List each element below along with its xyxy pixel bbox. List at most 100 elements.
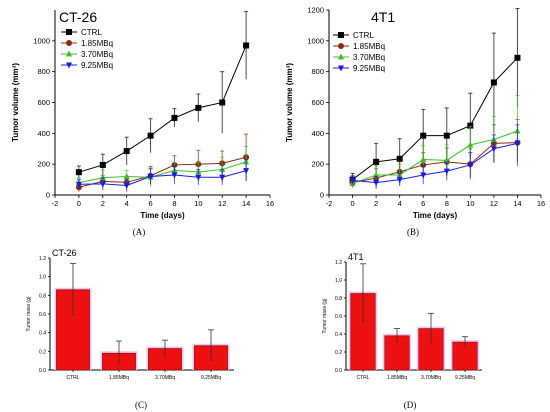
y-tick-label: 1.0 xyxy=(39,275,46,281)
legend-marker xyxy=(338,43,344,49)
x-tick-label: 14 xyxy=(513,199,521,208)
data-point xyxy=(514,140,521,147)
data-point xyxy=(123,173,130,179)
chart-title: CT-26 xyxy=(52,248,77,258)
panel-b-line-chart: -2 0 2 4 6 8 10 12 14 16020040060080010001200Time… xyxy=(285,6,545,221)
data-point xyxy=(373,158,380,165)
data-point xyxy=(75,181,82,188)
data-point xyxy=(219,99,226,106)
chart-title: 4T1 xyxy=(348,252,364,262)
data-point xyxy=(243,42,250,49)
data-point xyxy=(243,168,250,175)
x-tick-label: 1.85MBq xyxy=(109,375,129,381)
x-tick-label: CTRL xyxy=(356,375,369,381)
series-line xyxy=(78,161,247,184)
panel-label-c: (C) xyxy=(135,400,147,410)
series-line xyxy=(352,142,518,184)
legend-marker xyxy=(66,62,72,69)
data-point xyxy=(349,177,356,184)
x-tick-label: 2 xyxy=(101,199,105,208)
y-tick-label: 0.2 xyxy=(39,349,46,355)
panel-label-b: (B) xyxy=(407,227,419,237)
data-point xyxy=(219,174,226,181)
y-tick-label: 1.2 xyxy=(39,256,46,262)
y-tick-label: 600 xyxy=(37,98,50,107)
y-axis-label: Tumor mass (g) xyxy=(26,296,32,331)
x-tick-label: 16 xyxy=(537,199,545,208)
chart-title: 4T1 xyxy=(371,9,395,25)
y-tick-label: 200 xyxy=(37,160,50,169)
y-tick-label: 400 xyxy=(37,129,50,138)
series-line xyxy=(78,156,247,188)
legend-label: 3.70MBq xyxy=(81,50,113,59)
legend-marker xyxy=(338,32,344,38)
data-point xyxy=(195,104,202,111)
data-point xyxy=(467,162,474,169)
data-point xyxy=(467,122,474,129)
y-tick-label: 0 xyxy=(320,191,324,200)
data-point xyxy=(99,161,106,168)
y-tick-label: 0.4 xyxy=(335,332,342,338)
x-tick-label: 8 xyxy=(445,199,449,208)
x-tick-label: 6 xyxy=(148,199,152,208)
data-point xyxy=(75,169,82,176)
x-tick-label: 2 xyxy=(374,199,378,208)
data-point xyxy=(420,132,427,139)
y-axis-label: Tumor volume (mm³) xyxy=(285,63,294,142)
y-tick-label: 1000 xyxy=(307,36,324,45)
x-tick-label: 9.25MBq xyxy=(201,375,221,381)
panel-d-bar-chart: 0.0 0.2 0.4 0.6 0.8 1.0 1.2 Tumor mass (g) 4T1 CT… xyxy=(322,252,482,381)
y-tick-label: 1000 xyxy=(33,36,50,45)
data-point xyxy=(420,156,427,163)
data-point xyxy=(123,182,130,189)
y-tick-label: 0.0 xyxy=(39,368,46,374)
data-point xyxy=(147,132,154,139)
data-point xyxy=(443,156,450,163)
legend-marker xyxy=(338,53,344,60)
series-line xyxy=(352,57,518,180)
y-tick-label: 0.2 xyxy=(335,350,342,356)
x-tick-label: 10 xyxy=(466,199,474,208)
y-tick-label: 0.8 xyxy=(335,296,342,302)
legend-marker xyxy=(66,40,72,46)
x-tick-label: 9.25MBq xyxy=(455,375,475,381)
x-tick-label: 8 xyxy=(172,199,176,208)
y-tick-label: 0.6 xyxy=(39,312,46,318)
x-tick-label: -2 xyxy=(52,199,59,208)
data-point xyxy=(171,114,178,121)
data-point xyxy=(396,177,403,184)
y-tick-label: 600 xyxy=(311,98,324,107)
legend-marker xyxy=(66,29,72,35)
data-point xyxy=(443,168,450,175)
chart-title: CT-26 xyxy=(59,9,97,25)
y-axis-label: Tumor volume (mm³) xyxy=(11,63,20,142)
y-tick-label: 0.8 xyxy=(39,293,46,299)
series-line xyxy=(352,142,518,184)
data-point xyxy=(443,132,450,139)
x-tick-label: CTRL xyxy=(66,375,79,381)
x-tick-label: 12 xyxy=(490,199,498,208)
data-point xyxy=(99,181,106,188)
x-tick-label: 3.70MBq xyxy=(421,375,441,381)
legend-marker xyxy=(338,65,344,72)
x-tick-label: 16 xyxy=(266,199,274,208)
data-point xyxy=(373,171,380,178)
x-tick-label: 1.85MBq xyxy=(387,375,407,381)
legend-label: CTRL xyxy=(81,28,102,37)
y-tick-label: 800 xyxy=(37,67,50,76)
legend-label: 1.85MBq xyxy=(81,39,113,48)
y-tick-label: 1.0 xyxy=(335,278,342,284)
x-tick-label: 4 xyxy=(125,199,129,208)
x-tick-label: 3.70MBq xyxy=(155,375,175,381)
y-tick-label: 1200 xyxy=(307,6,324,15)
panel-c-bar-chart: 0.0 0.2 0.4 0.6 0.8 1.0 1.2 Tumor mass (g) CT-26… xyxy=(26,248,234,381)
data-point xyxy=(467,141,474,148)
data-point xyxy=(514,54,521,61)
legend-label: 3.70MBq xyxy=(353,53,385,62)
y-tick-label: 200 xyxy=(311,160,324,169)
legend-label: 9.25MBq xyxy=(353,64,385,73)
y-tick-label: 0.0 xyxy=(335,368,342,374)
data-point xyxy=(147,174,154,180)
